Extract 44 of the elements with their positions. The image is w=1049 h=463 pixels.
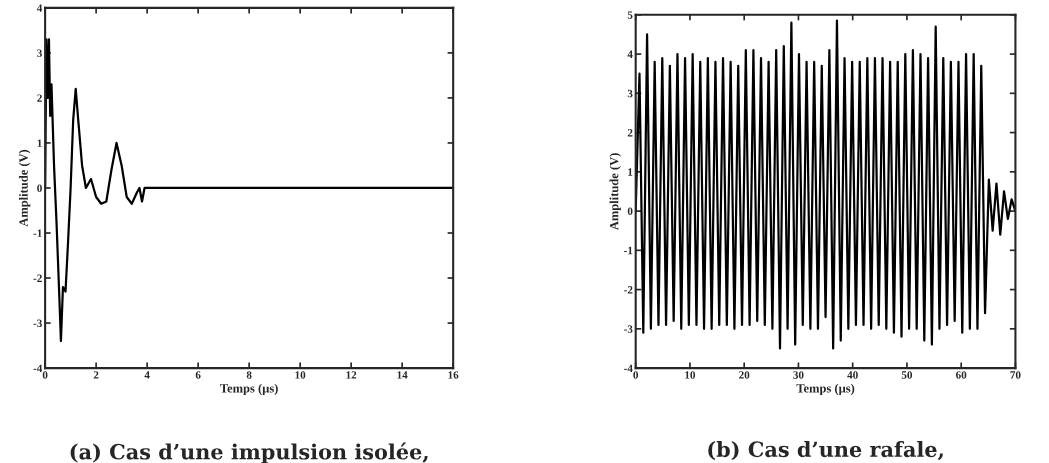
y-tick-label: 5: [627, 11, 633, 19]
x-tick-label: 12: [346, 371, 357, 379]
y-tick-label: 3: [627, 89, 633, 98]
line-series: [45, 38, 454, 343]
y-tick-label: -3: [624, 325, 633, 333]
y-tick-label: 0: [37, 184, 42, 192]
x-tick-label: 0: [42, 371, 48, 379]
x-tick-label: 0: [633, 371, 639, 379]
x-tick-label: 20: [739, 371, 750, 379]
x-tick-label: 16: [448, 371, 459, 379]
x-tick-label: 10: [685, 371, 696, 379]
x-tick-label: 2: [93, 371, 99, 379]
y-tick-label: 3: [37, 49, 42, 57]
y-tick-label: -2: [33, 274, 42, 282]
x-tick-label: 40: [847, 371, 858, 379]
x-tick-label: 8: [246, 371, 252, 379]
x-tick-label: 30: [793, 371, 804, 379]
x-tick-label: 50: [901, 371, 913, 379]
y-axis-title: Amplitude (V): [609, 153, 621, 231]
y-tick-label: 1: [37, 139, 42, 147]
y-tick-label: -3: [33, 319, 42, 328]
y-tick-label: 0: [627, 207, 633, 216]
x-tick-label: 10: [295, 371, 306, 379]
y-tick-label: 2: [37, 94, 42, 102]
y-tick-label: 1: [628, 168, 633, 176]
y-tick-label: -4: [33, 364, 43, 372]
y-tick-label: 4: [36, 4, 43, 12]
y-axis-title: Amplitude (V): [18, 149, 31, 227]
x-tick-label: 14: [397, 371, 408, 379]
x-axis-title: Temps (µs): [796, 383, 855, 396]
y-tick-label: -2: [624, 286, 633, 294]
x-tick-label: 70: [1010, 371, 1021, 379]
text: (b) Cas d’une rafale,: [708, 441, 943, 461]
x-tick-label: 6: [195, 371, 201, 379]
line-series: [635, 19, 1016, 350]
y-tick-label: -1: [624, 246, 633, 255]
y-tick-label: -1: [33, 229, 42, 237]
y-tick-label: 2: [627, 129, 633, 137]
y-tick-label: 4: [627, 50, 633, 58]
y-tick-label: -4: [624, 364, 633, 372]
x-axis-title: Temps (µs): [220, 383, 278, 396]
x-tick-label: 4: [144, 371, 150, 379]
text: (a) Cas d’une impulsion isolée,: [70, 442, 428, 463]
x-tick-label: 60: [956, 371, 967, 379]
